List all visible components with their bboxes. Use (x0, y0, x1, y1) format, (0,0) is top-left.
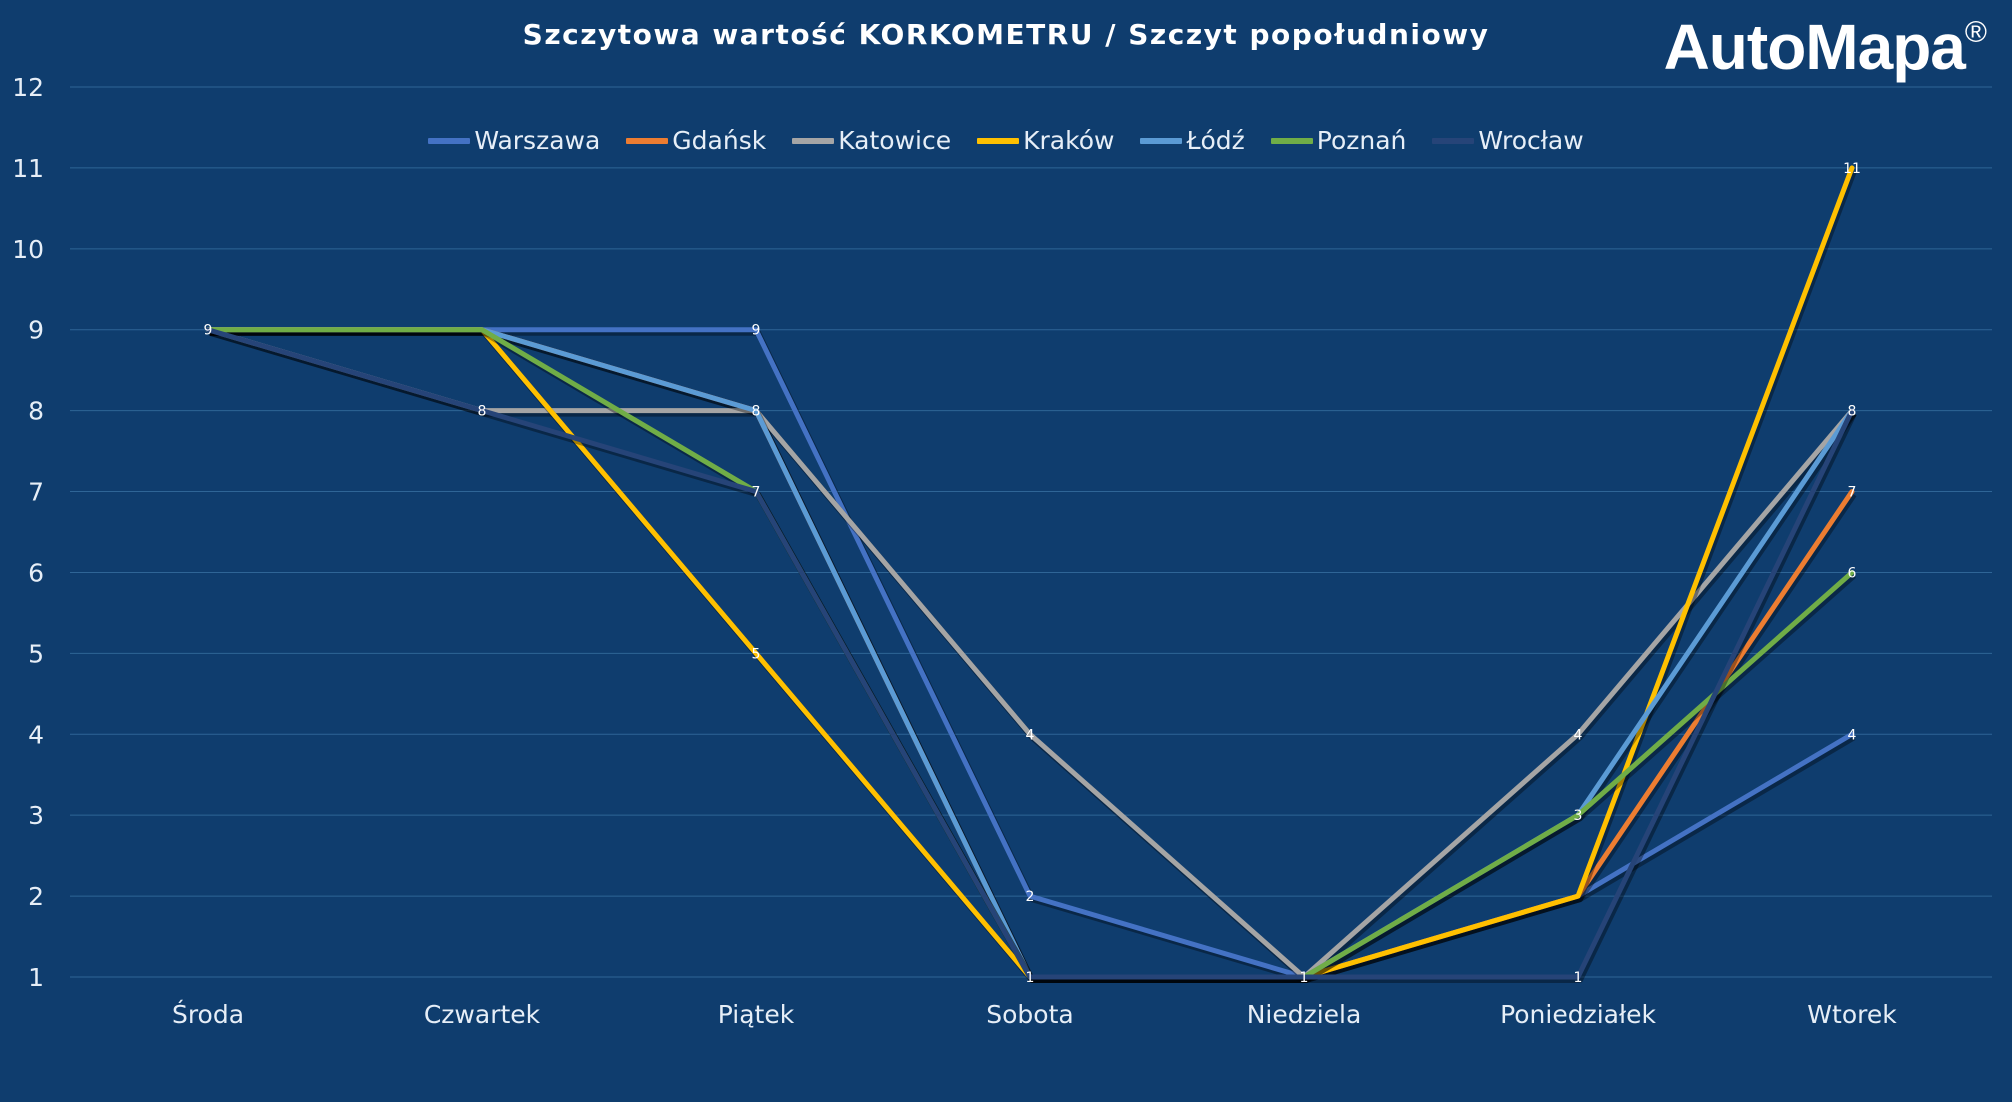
x-tick-label: Piątek (718, 1000, 795, 1029)
y-tick-label: 10 (12, 235, 44, 264)
y-tick-label: 11 (12, 154, 44, 183)
data-label: 11 (1843, 161, 1861, 177)
x-tick-label: Niedziela (1247, 1000, 1362, 1029)
legend-label-gdansk: Gdańsk (672, 126, 767, 155)
legend-swatch-lodz (1140, 137, 1183, 144)
y-tick-label: 9 (28, 316, 44, 345)
data-label: 9 (204, 323, 213, 339)
y-tick-label: 5 (28, 639, 44, 668)
data-label: 1 (1574, 970, 1583, 986)
data-label: 4 (1848, 727, 1857, 743)
x-tick-label: Środa (172, 999, 244, 1029)
legend-label-wroclaw: Wrocław (1478, 126, 1584, 155)
legend-swatch-krakow (977, 137, 1020, 144)
legend-item-lodz: Łódź (1140, 126, 1245, 155)
legend-item-wroclaw: Wrocław (1432, 126, 1584, 155)
brand-name: AutoMapa (1663, 11, 1966, 83)
legend-label-warszawa: Warszawa (474, 126, 601, 155)
x-tick-label: Sobota (986, 1000, 1073, 1029)
y-tick-label: 1 (28, 963, 44, 992)
y-tick-label: 12 (12, 73, 44, 102)
legend-swatch-gdansk (626, 137, 669, 144)
legend-item-katowice: Katowice (792, 126, 951, 155)
y-tick-label: 6 (28, 558, 44, 587)
data-label: 7 (1848, 485, 1857, 501)
legend-label-katowice: Katowice (838, 126, 952, 155)
legend-swatch-wroclaw (1432, 137, 1475, 144)
series-line-wrocław (205, 327, 1855, 980)
series-shadow (210, 329, 1856, 983)
data-label: 2 (1026, 889, 1035, 905)
chart-legend: Warszawa Gdańsk Katowice Kraków Łódź Poz… (0, 126, 2012, 155)
data-label: 9 (752, 323, 761, 339)
chart-title: Szczytowa wartość KORKOMETRU / Szczyt po… (522, 18, 1490, 51)
legend-swatch-katowice (792, 137, 835, 144)
data-label: 4 (1574, 727, 1583, 743)
x-tick-label: Poniedziałek (1500, 1000, 1656, 1029)
x-tick-label: Wtorek (1807, 1000, 1897, 1029)
legend-item-krakow: Kraków (977, 126, 1114, 155)
brand-logo: AutoMapa® (1663, 10, 1987, 84)
data-label: 7 (752, 485, 761, 501)
y-tick-label: 2 (28, 882, 44, 911)
legend-swatch-warszawa (428, 137, 471, 144)
y-tick-label: 7 (28, 478, 44, 507)
registered-mark: ® (1964, 16, 1987, 49)
data-label: 1 (1300, 970, 1309, 986)
data-label: 1 (1026, 970, 1035, 986)
legend-item-poznan: Poznań (1270, 126, 1407, 155)
legend-swatch-poznan (1270, 137, 1313, 144)
legend-label-krakow: Kraków (1023, 126, 1115, 155)
legend-label-lodz: Łódź (1186, 126, 1245, 155)
data-label: 5 (752, 646, 761, 662)
legend-label-poznan: Poznań (1316, 126, 1407, 155)
data-label: 8 (1848, 404, 1857, 420)
data-label: 8 (478, 404, 487, 420)
data-label: 6 (1848, 565, 1857, 581)
legend-item-gdansk: Gdańsk (626, 126, 766, 155)
data-label: 3 (1574, 808, 1583, 824)
x-tick-label: Czwartek (424, 1000, 541, 1029)
y-tick-label: 4 (28, 720, 44, 749)
data-label: 8 (752, 404, 761, 420)
y-tick-label: 8 (28, 397, 44, 426)
y-tick-label: 3 (28, 801, 44, 830)
legend-item-warszawa: Warszawa (428, 126, 600, 155)
data-label: 4 (1026, 727, 1035, 743)
